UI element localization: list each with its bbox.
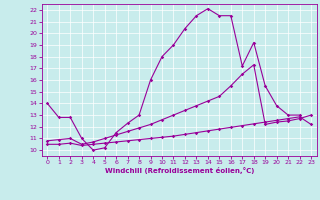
X-axis label: Windchill (Refroidissement éolien,°C): Windchill (Refroidissement éolien,°C) <box>105 167 254 174</box>
